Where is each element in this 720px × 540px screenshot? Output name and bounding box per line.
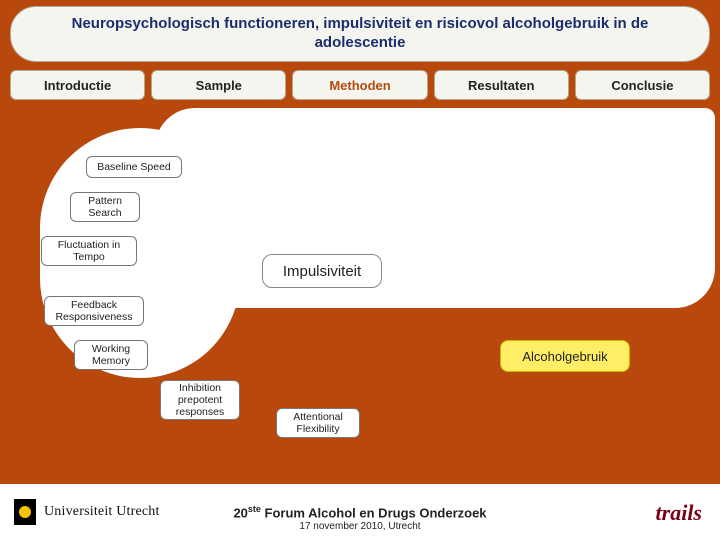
tab-conclusie[interactable]: Conclusie — [575, 70, 710, 100]
title-bar: Neuropsychologisch functioneren, impulsi… — [10, 6, 710, 62]
tab-sample[interactable]: Sample — [151, 70, 286, 100]
node-baseline-speed: Baseline Speed — [86, 156, 182, 178]
node-pattern-search: Pattern Search — [70, 192, 140, 222]
node-attentional-flexibility: Attentional Flexibility — [276, 408, 360, 438]
node-inhibition: Inhibition prepotent responses — [160, 380, 240, 420]
page-title: Neuropsychologisch functioneren, impulsi… — [31, 15, 689, 53]
tab-introductie[interactable]: Introductie — [10, 70, 145, 100]
footer-sup: ste — [248, 504, 261, 514]
footer-pre: 20 — [233, 505, 247, 520]
footer-date-line: 17 november 2010, Utrecht — [0, 521, 720, 532]
footer-forum-line: 20ste Forum Alcohol en Drugs Onderzoek — [0, 504, 720, 520]
tab-strip: Introductie Sample Methoden Resultaten C… — [10, 70, 710, 100]
node-feedback-responsiveness: Feedback Responsiveness — [44, 296, 144, 326]
footer-post: Forum Alcohol en Drugs Onderzoek — [261, 505, 487, 520]
node-alcoholgebruik: Alcoholgebruik — [500, 340, 630, 372]
tab-resultaten[interactable]: Resultaten — [434, 70, 569, 100]
footer-bar: Universiteit Utrecht 20ste Forum Alcohol… — [0, 484, 720, 540]
trails-logo: trails — [656, 500, 702, 526]
tab-methoden[interactable]: Methoden — [292, 70, 427, 100]
node-fluctuation-tempo: Fluctuation in Tempo — [41, 236, 137, 266]
node-working-memory: Working Memory — [74, 340, 148, 370]
footer-center: 20ste Forum Alcohol en Drugs Onderzoek 1… — [0, 504, 720, 532]
node-impulsiviteit: Impulsiviteit — [262, 254, 382, 288]
